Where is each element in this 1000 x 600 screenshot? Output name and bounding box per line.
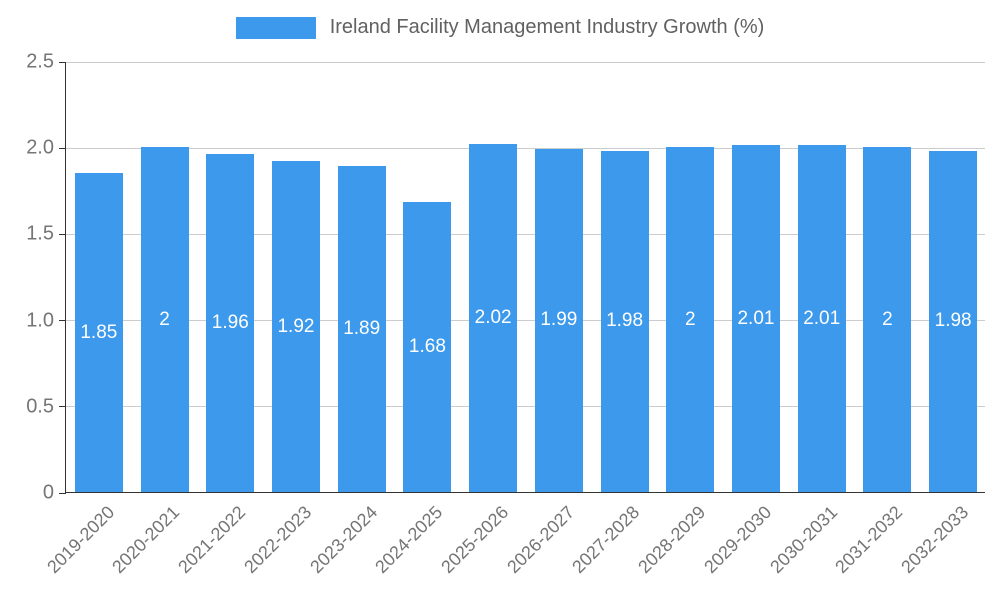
x-axis-label: 2032-2033 bbox=[897, 502, 973, 578]
bar-value-label: 1.98 bbox=[934, 310, 972, 332]
bar[interactable]: 2.01 bbox=[732, 145, 780, 492]
bar[interactable]: 2 bbox=[863, 147, 912, 492]
bar[interactable]: 1.96 bbox=[206, 154, 255, 492]
bar[interactable]: 2.02 bbox=[469, 143, 518, 492]
x-axis-label: 2031-2032 bbox=[831, 502, 907, 578]
bar[interactable]: 1.99 bbox=[534, 148, 583, 492]
y-axis-label: 2.5 bbox=[26, 50, 54, 73]
y-axis-label: 1.0 bbox=[26, 309, 54, 332]
bar[interactable]: 1.98 bbox=[929, 150, 978, 492]
bar-value-label: 2 bbox=[882, 308, 893, 330]
x-axis-label: 2023-2024 bbox=[305, 502, 381, 578]
y-axis-tick bbox=[59, 233, 66, 235]
bar-value-label: 2.01 bbox=[803, 307, 841, 329]
plot-area: 0 0.5 1.0 1.5 2.0 2.5 1.85 2019-2020 2 2020-2021 1… bbox=[26, 51, 985, 577]
x-axis-label: 2027-2028 bbox=[568, 502, 644, 578]
bar[interactable]: 2.01 bbox=[797, 145, 846, 492]
legend: Ireland Facility Management Industry Gro… bbox=[0, 16, 1000, 39]
legend-label: Ireland Facility Management Industry Gro… bbox=[329, 16, 765, 38]
y-axis-tick bbox=[59, 147, 66, 149]
x-axis-label: 2026-2027 bbox=[502, 502, 579, 578]
x-axis-label: 2025-2026 bbox=[437, 502, 513, 578]
x-axis-label: 2028-2029 bbox=[634, 502, 710, 578]
gridline bbox=[66, 147, 985, 149]
bar[interactable]: 2 bbox=[140, 147, 189, 492]
bar-value-label: 1.85 bbox=[80, 321, 118, 343]
bar[interactable]: 1.68 bbox=[403, 202, 452, 492]
y-axis-tick bbox=[59, 61, 66, 63]
bar-value-label: 1.98 bbox=[606, 310, 644, 332]
gridline bbox=[66, 61, 985, 63]
bar[interactable]: 1.98 bbox=[600, 150, 649, 492]
y-axis-label: 0 bbox=[42, 481, 54, 504]
x-axis-label: 2021-2022 bbox=[174, 502, 250, 578]
x-axis-label: 2019-2020 bbox=[42, 502, 119, 578]
bar-value-label: 2.02 bbox=[474, 306, 512, 328]
x-axis-label: 2029-2030 bbox=[700, 502, 776, 578]
y-axis-label: 1.5 bbox=[26, 222, 54, 245]
x-axis-label: 2020-2021 bbox=[108, 502, 184, 578]
bar-value-label: 2 bbox=[159, 308, 170, 330]
bar[interactable]: 1.89 bbox=[337, 166, 386, 492]
y-axis-label: 2.0 bbox=[26, 136, 54, 159]
y-axis-tick bbox=[59, 320, 66, 322]
gridline bbox=[66, 320, 985, 322]
gridline bbox=[66, 233, 985, 235]
bar-value-label: 1.68 bbox=[408, 336, 446, 358]
bar-value-label: 2 bbox=[684, 308, 696, 330]
bar-value-label: 1.96 bbox=[211, 312, 249, 334]
bar-value-label: 1.99 bbox=[540, 309, 578, 331]
y-axis-tick bbox=[59, 406, 66, 408]
legend-swatch bbox=[235, 16, 316, 39]
y-axis-label: 0.5 bbox=[26, 395, 54, 418]
bar[interactable]: 1.85 bbox=[74, 173, 123, 492]
x-axis-label: 2022-2023 bbox=[240, 502, 316, 578]
bar-value-label: 1.92 bbox=[277, 315, 315, 337]
bar[interactable]: 1.92 bbox=[272, 161, 320, 492]
bar[interactable]: 2 bbox=[666, 147, 715, 492]
gridline bbox=[66, 406, 985, 408]
x-axis-label: 2030-2031 bbox=[765, 502, 841, 578]
y-axis-tick bbox=[59, 492, 66, 494]
bar-value-label: 1.89 bbox=[343, 318, 381, 340]
x-axis-label: 2024-2025 bbox=[371, 502, 447, 578]
bar-value-label: 2.01 bbox=[737, 307, 775, 329]
